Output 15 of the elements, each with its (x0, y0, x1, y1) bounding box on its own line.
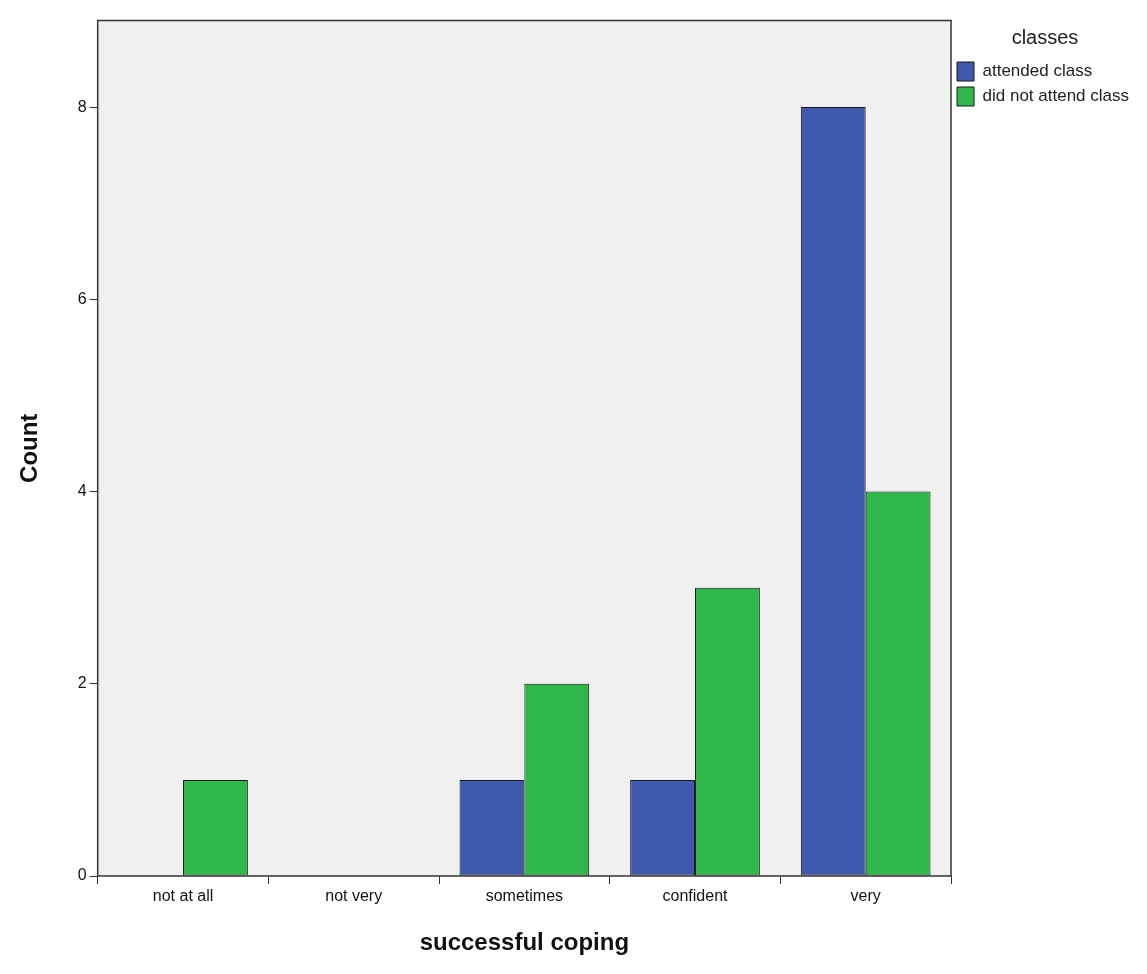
y-tick-label: 0 (77, 866, 87, 884)
x-tick-label: confident (662, 887, 729, 905)
legend-label: attended class (982, 61, 1093, 81)
y-tick-label: 6 (77, 289, 87, 307)
y-axis-title: Count (15, 413, 43, 483)
x-tick-label: not at all (152, 887, 214, 905)
y-tick-label: 2 (77, 674, 87, 692)
x-tick-label: sometimes (485, 887, 564, 905)
y-tick-label: 8 (77, 97, 87, 115)
x-axis-title: successful coping (419, 928, 630, 956)
x-tick-label: not very (325, 887, 383, 905)
legend-title: classes (1011, 25, 1079, 48)
legend-label: did not attend class (982, 86, 1129, 106)
y-tick-label: 4 (77, 481, 87, 499)
x-tick-label: very (850, 887, 881, 905)
